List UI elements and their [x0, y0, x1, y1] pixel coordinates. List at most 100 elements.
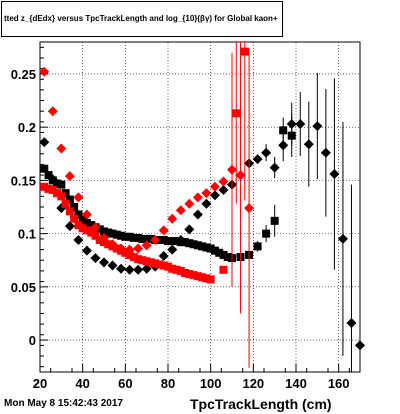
data-point: [73, 235, 84, 245]
data-point: [172, 265, 181, 274]
data-point: [108, 229, 117, 238]
data-point: [168, 237, 177, 246]
data-point: [175, 235, 186, 245]
data-point: [129, 253, 138, 262]
data-point: [167, 244, 178, 255]
data-point: [44, 171, 53, 180]
data-point: [193, 272, 202, 281]
data-point: [202, 243, 211, 252]
data-point: [252, 154, 263, 165]
x-tick-label: 100: [200, 376, 222, 391]
data-point: [91, 231, 100, 240]
x-tick-label: 40: [75, 376, 89, 391]
data-point: [100, 238, 108, 247]
data-point: [206, 275, 215, 284]
data-point: [155, 260, 164, 269]
data-point: [312, 121, 323, 132]
data-point: [269, 162, 280, 173]
data-point: [278, 140, 289, 151]
data-point: [125, 250, 134, 259]
data-point: [104, 240, 113, 249]
y-tick-label: 0.05: [11, 280, 36, 295]
data-point: [185, 239, 194, 248]
data-point: [74, 221, 83, 230]
data-point: [286, 118, 297, 129]
data-point: [261, 147, 272, 158]
data-point: [61, 199, 70, 208]
data-point: [223, 253, 232, 262]
data-point: [329, 169, 340, 179]
data-point: [53, 179, 62, 188]
data-point: [40, 164, 49, 173]
data-point: [168, 264, 177, 273]
data-point: [107, 260, 118, 271]
data-point: [158, 225, 169, 236]
data-point: [185, 270, 194, 279]
data-point: [95, 236, 104, 244]
data-point: [44, 184, 53, 193]
data-point: [61, 189, 70, 198]
data-point: [192, 192, 203, 203]
data-point: [295, 118, 306, 129]
data-point: [87, 221, 96, 230]
x-tick-label: 120: [242, 376, 264, 391]
data-point: [146, 258, 155, 267]
data-point: [121, 248, 130, 257]
data-point: [39, 137, 50, 148]
data-point: [57, 180, 66, 189]
data-point: [189, 271, 198, 280]
x-tick-label: 80: [161, 376, 175, 391]
data-point: [164, 237, 172, 246]
data-point: [134, 233, 143, 242]
data-point: [82, 226, 91, 235]
data-point: [64, 221, 75, 232]
data-point: [198, 242, 207, 251]
data-point: [133, 243, 144, 254]
data-point: [202, 274, 211, 283]
data-point: [193, 241, 202, 250]
data-point: [201, 198, 212, 209]
x-tick-label: 60: [118, 376, 132, 391]
data-point: [164, 262, 172, 271]
data-point: [142, 234, 151, 243]
data-point: [198, 273, 207, 282]
data-point: [70, 203, 79, 211]
data-point: [218, 184, 229, 195]
data-point: [181, 269, 190, 277]
data-point: [53, 189, 62, 198]
data-point: [235, 170, 246, 181]
data-point: [65, 207, 74, 216]
data-point: [210, 246, 219, 255]
data-point: [201, 188, 212, 199]
data-point: [134, 255, 143, 264]
y-tick-label: 0.2: [18, 120, 36, 135]
data-point: [64, 171, 75, 182]
data-point: [167, 213, 178, 224]
data-point: [74, 210, 83, 219]
title-box: tted z_{dEdx} versus TpcTrackLength and …: [1, 1, 283, 37]
data-point: [175, 205, 186, 216]
data-point: [40, 182, 49, 191]
data-point: [253, 242, 262, 251]
data-point: [355, 340, 365, 351]
data-point: [133, 264, 144, 275]
data-point: [218, 176, 229, 187]
data-point: [138, 256, 147, 265]
data-point: [121, 232, 130, 241]
data-point: [240, 47, 249, 56]
x-tick-label: 160: [328, 376, 350, 391]
data-point: [108, 242, 117, 251]
x-axis-label: TpcTrackLength (cm): [190, 396, 332, 412]
chart-title: tted z_{dEdx} versus TpcTrackLength and …: [4, 14, 278, 23]
data-point: [47, 174, 58, 185]
data-point: [209, 190, 220, 201]
y-tick-label: 0.1: [18, 227, 36, 242]
data-point: [320, 147, 331, 158]
data-point: [81, 209, 92, 220]
data-point: [159, 236, 168, 244]
data-point: [172, 237, 181, 246]
data-point: [57, 192, 66, 201]
timestamp: Mon May 8 15:42:43 2017: [4, 398, 123, 409]
data-point: [192, 209, 203, 220]
